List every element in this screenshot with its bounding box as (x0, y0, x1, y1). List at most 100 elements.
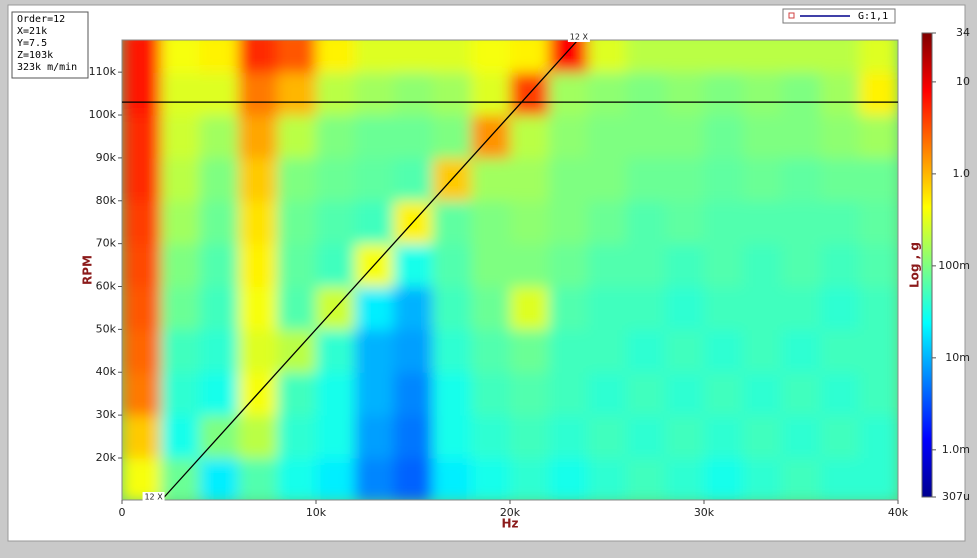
heat-cell (316, 243, 356, 288)
heat-cell (548, 115, 589, 159)
heat-cell (510, 415, 550, 459)
heat-cell (548, 72, 589, 116)
heat-cell (277, 157, 317, 202)
heat-cell (742, 200, 783, 245)
z-tick-label: 10 (956, 75, 970, 88)
heat-cell (665, 72, 705, 116)
heat-cell (432, 286, 472, 330)
heat-cell (316, 329, 356, 373)
heat-cell (160, 157, 201, 202)
heat-cell (160, 200, 201, 245)
heat-cell (199, 329, 239, 373)
heat-cell (587, 372, 627, 416)
heat-cell (393, 72, 433, 116)
y-tick-label: 30k (96, 408, 117, 421)
heat-cell (354, 415, 395, 459)
x-tick-label: 20k (500, 506, 521, 519)
heatmap (122, 40, 898, 500)
heat-cell (742, 243, 783, 288)
heat-cell (510, 200, 550, 245)
heat-cell (238, 115, 278, 159)
heat-cell (238, 457, 278, 500)
heat-cell (548, 40, 589, 73)
heat-cell (122, 40, 162, 73)
legend: G:1,1 (782, 8, 896, 24)
heat-cell (510, 157, 550, 202)
heat-cell (122, 200, 162, 245)
heat-cell (587, 243, 627, 288)
heat-cell (122, 115, 162, 159)
heat-cell (665, 415, 705, 459)
heat-cell (354, 200, 395, 245)
heat-cell (238, 286, 278, 330)
heat-cell (781, 329, 821, 373)
heat-cell (781, 243, 821, 288)
heat-cell (354, 72, 395, 116)
heat-cell (665, 329, 705, 373)
heat-cell (199, 72, 239, 116)
heat-cell (432, 40, 472, 73)
heat-cell (122, 157, 162, 202)
heat-cell (199, 157, 239, 202)
heat-cell (781, 286, 821, 330)
heat-cell (704, 157, 744, 202)
heat-cell (393, 157, 433, 202)
heat-cell (704, 286, 744, 330)
info-line: X=21k (17, 26, 47, 37)
heat-cell (160, 40, 201, 73)
heat-cell (354, 157, 395, 202)
heat-cell (626, 372, 666, 416)
heat-cell (742, 329, 783, 373)
heat-cell (704, 457, 744, 500)
heat-cell (859, 329, 898, 373)
heat-cell (354, 40, 395, 73)
heat-cell (510, 286, 550, 330)
heat-cell (199, 457, 239, 500)
heat-cell (548, 457, 589, 500)
z-tick-label: 1.0m (942, 443, 970, 456)
heat-cell (432, 457, 472, 500)
heat-cell (820, 372, 860, 416)
heat-cell (665, 243, 705, 288)
heat-cell (742, 457, 783, 500)
heat-cell (781, 40, 821, 73)
heat-cell (393, 415, 433, 459)
heat-cell (354, 457, 395, 500)
heat-cell (471, 372, 511, 416)
heat-cell (238, 243, 278, 288)
heat-cell (548, 243, 589, 288)
heat-cell (626, 40, 666, 73)
heat-cell (665, 40, 705, 73)
heat-cell (393, 372, 433, 416)
heat-cell (742, 72, 783, 116)
heat-cell (199, 286, 239, 330)
heat-cell (471, 72, 511, 116)
heat-cell (471, 200, 511, 245)
z-axis-label: Log , g (908, 242, 922, 288)
heat-cell (160, 115, 201, 159)
heat-cell (316, 115, 356, 159)
order-tag-bg (142, 492, 165, 502)
heat-cell (160, 243, 201, 288)
y-tick-label: 40k (96, 365, 117, 378)
heat-cell (704, 243, 744, 288)
heat-cell (354, 329, 395, 373)
heat-cell (510, 115, 550, 159)
heat-cell (393, 243, 433, 288)
heat-cell (354, 115, 395, 159)
heat-cell (471, 286, 511, 330)
heat-cell (742, 372, 783, 416)
heat-cell (277, 372, 317, 416)
heat-cell (316, 200, 356, 245)
heat-cell (238, 329, 278, 373)
heat-cell (665, 372, 705, 416)
heat-cell (665, 200, 705, 245)
heat-cell (859, 372, 898, 416)
heat-cell (510, 243, 550, 288)
y-tick-label: 20k (96, 451, 117, 464)
x-tick-label: 10k (306, 506, 327, 519)
heat-cell (820, 415, 860, 459)
heat-cell (587, 40, 627, 73)
heat-cell (859, 115, 898, 159)
legend-marker (788, 12, 795, 19)
